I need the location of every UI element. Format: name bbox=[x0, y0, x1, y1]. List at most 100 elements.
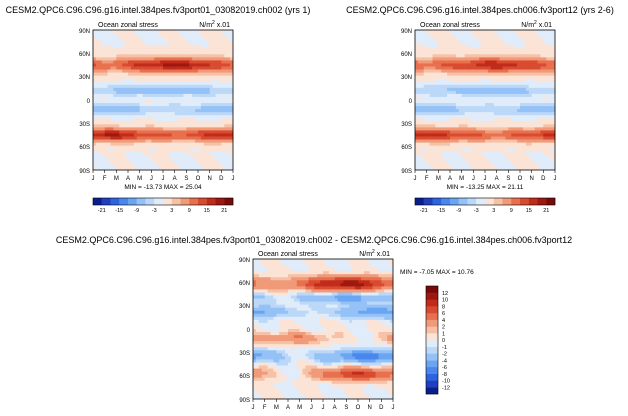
field-cell bbox=[224, 124, 228, 128]
field-cell bbox=[177, 81, 181, 86]
field-cell bbox=[429, 109, 433, 113]
field-cell bbox=[447, 100, 451, 104]
field-cell bbox=[221, 133, 225, 137]
field-cell bbox=[505, 106, 509, 110]
field-cell bbox=[165, 42, 170, 46]
field-cell bbox=[508, 115, 512, 119]
field-cell bbox=[110, 160, 114, 165]
field-cell bbox=[128, 51, 132, 55]
field-cell bbox=[552, 118, 556, 122]
field-cell bbox=[165, 166, 170, 171]
field-cell bbox=[511, 75, 515, 79]
field-cell bbox=[230, 133, 234, 137]
field-cell bbox=[508, 130, 512, 134]
field-cell bbox=[435, 166, 439, 171]
field-cell bbox=[444, 84, 448, 89]
field-cell bbox=[267, 277, 271, 281]
field-cell bbox=[432, 72, 436, 76]
field-cell bbox=[429, 112, 433, 116]
field-cell bbox=[200, 115, 205, 119]
field-cell bbox=[531, 103, 535, 107]
field-cell bbox=[531, 69, 535, 73]
field-cell bbox=[195, 100, 199, 104]
field-cell bbox=[423, 148, 427, 153]
field-cell bbox=[282, 280, 286, 284]
field-cell bbox=[387, 265, 391, 269]
field-cell bbox=[154, 100, 158, 104]
field-cell bbox=[174, 112, 178, 116]
field-cell bbox=[206, 106, 210, 110]
field-cell bbox=[470, 36, 474, 40]
field-cell bbox=[189, 81, 193, 86]
field-cell bbox=[101, 69, 105, 73]
field-cell bbox=[482, 151, 486, 156]
field-cell bbox=[476, 154, 480, 159]
field-cell bbox=[189, 63, 193, 67]
field-cell bbox=[487, 151, 492, 156]
field-cell bbox=[543, 96, 547, 101]
field-cell bbox=[429, 63, 433, 67]
field-cell bbox=[522, 39, 527, 43]
field-cell bbox=[360, 265, 365, 269]
field-cell bbox=[157, 127, 161, 131]
field-cell bbox=[549, 57, 553, 61]
field-cell bbox=[476, 115, 480, 119]
field-cell bbox=[343, 265, 347, 269]
field-cell bbox=[119, 30, 123, 34]
field-cell bbox=[452, 151, 457, 156]
field-cell bbox=[429, 69, 433, 73]
field-cell bbox=[417, 139, 422, 143]
field-cell bbox=[528, 57, 532, 61]
field-cell bbox=[502, 87, 506, 92]
field-cell bbox=[470, 166, 474, 171]
field-cell bbox=[183, 30, 187, 34]
field-cell bbox=[450, 136, 454, 140]
field-cell bbox=[470, 75, 474, 79]
field-cell bbox=[525, 139, 530, 143]
field-cell bbox=[276, 271, 280, 275]
field-cell bbox=[447, 36, 451, 40]
field-cell bbox=[429, 124, 433, 128]
field-cell bbox=[485, 106, 489, 110]
field-cell bbox=[163, 33, 167, 37]
field-cell bbox=[198, 139, 202, 143]
field-cell bbox=[174, 48, 178, 52]
field-cell bbox=[116, 148, 120, 153]
field-cell bbox=[502, 139, 506, 143]
field-cell bbox=[349, 280, 353, 284]
field-cell bbox=[198, 57, 202, 61]
field-cell bbox=[537, 93, 541, 98]
field-cell bbox=[93, 130, 97, 134]
field-cell bbox=[230, 124, 234, 128]
field-cell bbox=[461, 151, 465, 156]
field-cell bbox=[95, 142, 100, 146]
field-cell bbox=[528, 66, 532, 70]
field-cell bbox=[543, 121, 547, 125]
field-cell bbox=[420, 45, 425, 49]
field-cell bbox=[455, 81, 460, 86]
field-cell bbox=[444, 45, 448, 49]
field-cell bbox=[148, 78, 152, 83]
field-cell bbox=[450, 93, 454, 98]
field-cell bbox=[499, 78, 503, 83]
field-cell bbox=[534, 66, 538, 70]
field-cell bbox=[125, 93, 129, 98]
field-cell bbox=[227, 139, 231, 143]
field-cell bbox=[432, 45, 436, 49]
field-cell bbox=[110, 87, 114, 92]
field-cell bbox=[314, 277, 318, 281]
field-cell bbox=[346, 271, 350, 275]
field-cell bbox=[531, 33, 535, 37]
field-cell bbox=[203, 42, 208, 46]
field-cell bbox=[198, 87, 202, 92]
field-cell bbox=[429, 42, 433, 46]
field-cell bbox=[441, 42, 445, 46]
field-cell bbox=[110, 33, 114, 37]
field-cell bbox=[154, 145, 158, 149]
field-cell bbox=[168, 33, 173, 37]
field-cell bbox=[426, 78, 430, 83]
field-cell bbox=[508, 36, 512, 40]
field-cell bbox=[447, 57, 451, 61]
field-cell bbox=[116, 154, 120, 159]
field-cell bbox=[110, 121, 114, 125]
